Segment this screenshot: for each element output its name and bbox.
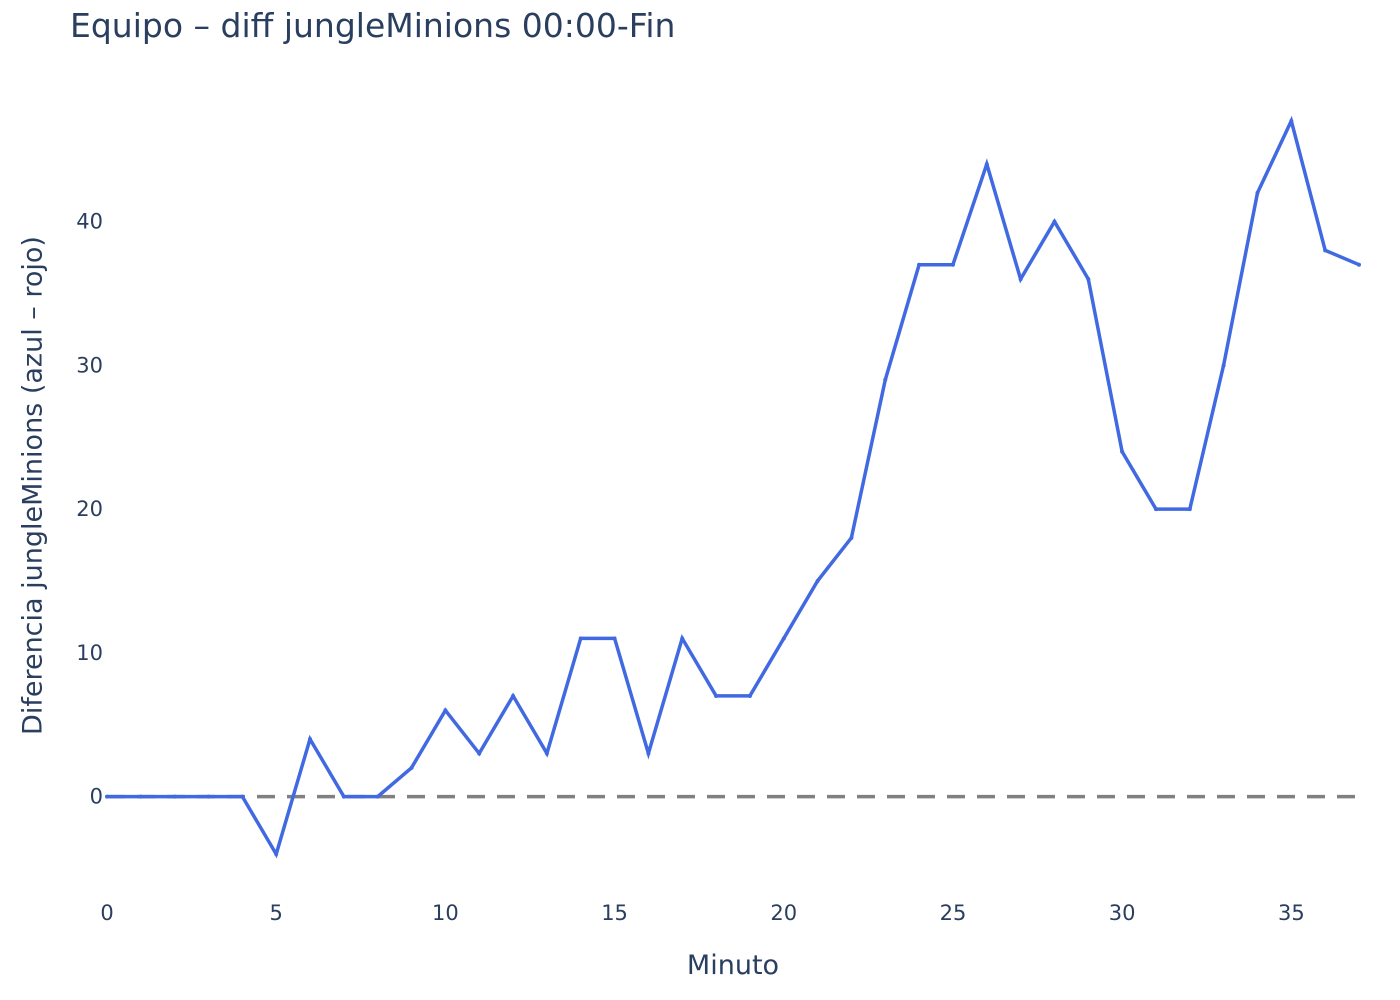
data-point <box>984 162 989 167</box>
x-tick-label: 30 <box>1109 901 1136 925</box>
x-axis-ticks: 0 5 10 15 20 25 30 35 <box>100 901 1304 925</box>
data-point <box>747 693 752 698</box>
x-tick-label: 10 <box>432 901 459 925</box>
data-point <box>1255 190 1260 195</box>
x-tick-label: 15 <box>601 901 628 925</box>
data-point <box>308 737 313 742</box>
data-point <box>1120 449 1125 454</box>
y-tick-label: 0 <box>90 785 103 809</box>
y-axis-title: Diferencia jungleMinions (azul – rojo) <box>18 236 49 735</box>
data-point <box>105 794 109 799</box>
x-axis-title: Minuto <box>687 950 779 981</box>
data-point <box>612 636 617 641</box>
x-tick-label: 25 <box>940 901 967 925</box>
data-point <box>511 693 516 698</box>
data-point <box>680 636 685 641</box>
data-point <box>409 765 414 770</box>
data-point <box>375 794 380 799</box>
data-point <box>1052 219 1057 224</box>
data-point <box>1086 277 1091 282</box>
series-layer <box>105 115 1361 859</box>
data-point <box>443 708 448 713</box>
y-tick-label: 20 <box>76 497 103 521</box>
x-tick-label: 5 <box>270 901 283 925</box>
data-point <box>1187 507 1192 512</box>
data-point <box>950 262 955 267</box>
data-point <box>341 794 346 799</box>
data-point <box>1018 277 1023 282</box>
y-tick-label: 40 <box>76 210 103 234</box>
data-point <box>544 751 549 756</box>
x-tick-label: 20 <box>770 901 797 925</box>
data-point <box>917 262 922 267</box>
data-point <box>646 751 651 756</box>
x-tick-label: 35 <box>1278 901 1305 925</box>
y-axis-ticks: 0 10 20 30 40 <box>76 210 103 809</box>
data-point <box>1221 363 1226 368</box>
y-tick-label: 10 <box>76 641 103 665</box>
data-point <box>781 636 786 641</box>
data-point <box>714 693 719 698</box>
data-point <box>138 794 143 799</box>
data-point <box>1323 248 1328 253</box>
data-point <box>274 852 279 857</box>
data-point <box>1357 262 1361 267</box>
data-point <box>477 751 482 756</box>
data-point <box>240 794 245 799</box>
data-point <box>206 794 211 799</box>
data-point <box>849 535 854 540</box>
data-point <box>1153 507 1158 512</box>
series-line <box>107 115 1360 859</box>
y-tick-label: 30 <box>76 353 103 377</box>
chart-title: Equipo – diff jungleMinions 00:00-Fin <box>70 6 676 45</box>
data-point <box>1289 118 1294 123</box>
data-point <box>815 578 820 583</box>
data-point <box>172 794 177 799</box>
x-tick-label: 0 <box>100 901 113 925</box>
data-point <box>578 636 583 641</box>
data-point <box>883 377 888 382</box>
